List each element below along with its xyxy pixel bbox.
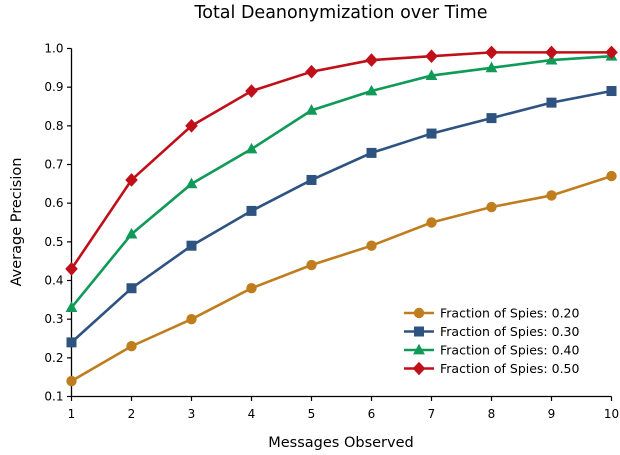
- series-1-line: [70, 89, 612, 344]
- series-2-point-8: [485, 61, 498, 73]
- series-0-point-1: [66, 375, 77, 387]
- legend-item-2: Fraction of Spies: 0.40: [404, 343, 580, 358]
- y-tick-label: 0.8: [44, 119, 63, 133]
- series-2-point-7: [425, 69, 438, 80]
- series-1-point-6: [366, 147, 377, 158]
- legend-square-icon: [414, 326, 424, 337]
- y-axis-label: Average Precision: [9, 158, 25, 287]
- series-2-point-9: [545, 53, 558, 65]
- legend-triangle-icon: [413, 343, 425, 355]
- x-tick-label: 10: [604, 407, 619, 421]
- legend-label-0: Fraction of Spies: 0.20: [440, 306, 580, 321]
- chart-title: Total Deanonymization over Time: [194, 3, 488, 23]
- series-3-point-1: [65, 262, 78, 276]
- legend: Fraction of Spies: 0.20 Fraction of Spies…: [404, 306, 580, 376]
- y-tick-label: 0.5: [44, 235, 63, 249]
- data-series-group: [65, 45, 618, 387]
- series-2-point-5: [305, 104, 318, 115]
- series-1-point-8: [486, 113, 497, 124]
- series-3: [65, 45, 618, 276]
- legend-label-3: Fraction of Spies: 0.50: [440, 361, 580, 376]
- series-0-point-5: [306, 259, 317, 271]
- series-2-point-6: [365, 84, 378, 96]
- x-tick-label: 1: [68, 407, 76, 421]
- series-1-point-10: [606, 86, 617, 97]
- series-0-point-2: [126, 341, 137, 352]
- series-2-line: [70, 54, 612, 309]
- series-0-point-9: [546, 190, 557, 201]
- series-2-point-3: [185, 177, 198, 189]
- x-tick-label: 8: [488, 407, 496, 421]
- axes: 1 2 3 4 5 6 7 8 9 10 0.1 0.2 0.3 0.4 0.5 0.6 0.7 0.8 0.9 1.…: [44, 42, 619, 422]
- series-3-point-6: [365, 53, 378, 67]
- series-3-point-8: [485, 45, 498, 60]
- legend-diamond-icon: [412, 361, 426, 376]
- x-tick-label: 9: [548, 407, 556, 421]
- x-tick-label: 3: [188, 407, 196, 421]
- x-tick-label: 5: [308, 407, 316, 421]
- legend-item-0: Fraction of Spies: 0.20: [404, 306, 580, 321]
- y-tick-label: 0.7: [44, 158, 63, 172]
- y-tick-label: 0.1: [44, 390, 63, 404]
- y-tick-label: 0.9: [44, 80, 63, 94]
- legend-item-1: Fraction of Spies: 0.30: [404, 324, 580, 339]
- legend-circle-icon: [413, 307, 425, 319]
- y-tick-label: 0.4: [44, 274, 63, 288]
- series-3-line: [70, 51, 612, 270]
- series-1-point-4: [246, 205, 257, 216]
- series-1-point-1: [66, 337, 77, 348]
- series-2: [65, 50, 618, 312]
- legend-label-1: Fraction of Spies: 0.30: [440, 324, 580, 339]
- series-2-point-4: [245, 142, 258, 154]
- series-3-point-9: [545, 45, 558, 60]
- x-tick-label: 2: [128, 407, 136, 421]
- series-0-point-4: [246, 283, 257, 294]
- x-tick-label: 6: [368, 407, 376, 421]
- legend-label-2: Fraction of Spies: 0.40: [440, 343, 580, 358]
- series-0-line: [70, 174, 612, 383]
- x-axis-label: Messages Observed: [268, 435, 413, 451]
- y-tick-label: 0.6: [44, 196, 63, 210]
- series-1-point-3: [186, 240, 197, 251]
- series-1-point-9: [546, 97, 557, 108]
- series-3-point-4: [245, 84, 258, 98]
- x-tick-label: 7: [428, 407, 436, 421]
- series-1: [66, 86, 617, 348]
- series-3-point-7: [425, 49, 438, 64]
- x-tick-label: 4: [248, 407, 256, 421]
- y-tick-label: 1.0: [44, 42, 63, 56]
- series-0-point-3: [186, 313, 197, 325]
- series-3-point-2: [125, 173, 138, 187]
- series-3-point-3: [185, 119, 198, 133]
- series-1-point-2: [126, 283, 137, 294]
- series-1-point-5: [306, 174, 317, 185]
- series-0-point-7: [426, 217, 437, 228]
- legend-item-3: Fraction of Spies: 0.50: [404, 361, 580, 376]
- series-0-point-6: [366, 240, 377, 251]
- series-3-point-5: [305, 64, 318, 79]
- series-0-point-8: [486, 201, 497, 213]
- series-1-point-7: [426, 128, 437, 139]
- series-3-point-10: [605, 45, 618, 60]
- y-tick-label: 0.2: [44, 351, 63, 365]
- y-tick-label: 0.3: [44, 312, 63, 326]
- series-2-point-2: [125, 227, 138, 239]
- series-0: [66, 170, 617, 387]
- series-2-point-1: [65, 301, 78, 312]
- series-0-point-10: [606, 170, 617, 182]
